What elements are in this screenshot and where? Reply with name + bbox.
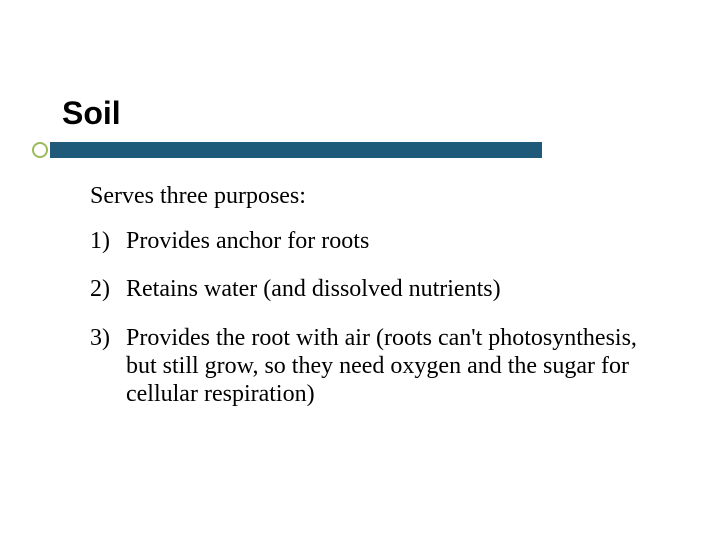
list-item: Provides the root with air (roots can't …	[90, 324, 638, 409]
list-item: Retains water (and dissolved nutrients)	[90, 275, 638, 303]
underline-bar	[50, 142, 542, 158]
list-item-text: Provides the root with air (roots can't …	[126, 325, 637, 408]
bullet-circle-icon	[32, 142, 48, 158]
list-item-text: Provides anchor for roots	[126, 228, 369, 254]
slide-title: Soil	[62, 95, 121, 132]
title-underline	[32, 141, 542, 159]
list-item-text: Retains water (and dissolved nutrients)	[126, 276, 501, 302]
slide-subtitle: Serves three purposes:	[90, 183, 306, 210]
purposes-list: Provides anchor for roots Retains water …	[90, 227, 638, 429]
slide: Soil Serves three purposes: Provides anc…	[0, 0, 720, 540]
list-item: Provides anchor for roots	[90, 227, 638, 255]
